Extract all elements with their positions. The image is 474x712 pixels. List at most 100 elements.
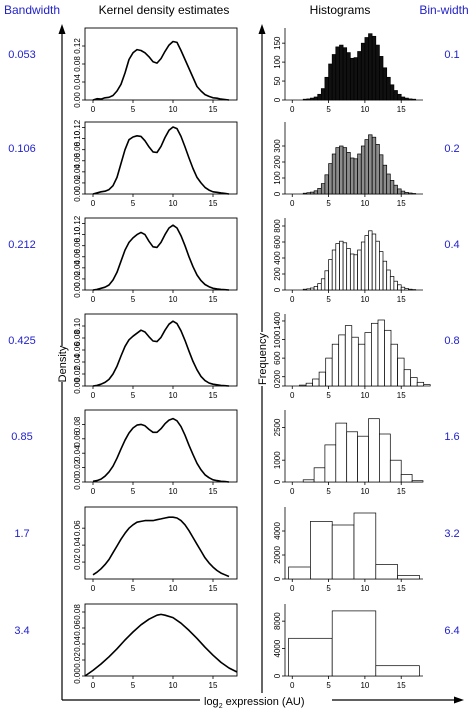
kde-panel-xtick-label: 0 [91,584,96,593]
binwidth-value: 0.8 [444,335,459,347]
histogram-panel-xtick-label: 5 [326,584,331,593]
histogram-panel-xtick-label: 10 [360,295,369,304]
kde-panel-xtick-label: 0 [91,199,96,208]
histogram-panel-ytick-label: 2500 [273,418,282,436]
histogram-bar [397,284,402,291]
histogram-bar [379,154,384,195]
kde-panel-xtick-label: 15 [209,295,218,304]
histogram-bar [408,192,413,195]
histogram-bar [339,240,344,291]
kde-panel-xtick-label: 5 [131,105,136,114]
histogram-bar [324,270,329,291]
histogram-bar [411,480,424,483]
histogram-bar [342,242,348,291]
kde-curve [92,320,230,387]
kde-panel-ytick-label: 0.04 [73,260,82,276]
histogram-bar [288,566,311,580]
kde-curve [84,613,238,677]
kde-header: Kernel density estimates [99,3,230,17]
bandwidth-value: 0.053 [8,49,36,61]
kde-panel-ytick-label: 0.02 [73,652,82,668]
histogram-panel-xtick-label: 15 [397,295,406,304]
kde-panel-ytick-label: 0.00 [73,474,82,490]
histogram-panel-ytick-label: 4000 [273,522,282,540]
histogram-bar [360,42,366,101]
histogram-bar [375,564,398,580]
histogram-bar [324,76,329,101]
histogram-panel-ytick-label: 600 [273,351,282,365]
histogram-bar [389,459,402,483]
histogram-bar [357,153,362,195]
histogram-bar [325,357,333,387]
kde-panel-frame [84,603,238,677]
histogram-bar [335,46,340,101]
histogram-bar [400,190,406,195]
kde-panel-ytick-label: 0.12 [73,38,82,54]
histogram-bar [411,98,417,101]
bandwidth-value: 0.212 [8,239,36,251]
histogram-panel-7: 0 5 10 15 0 4000 8000 [273,604,423,690]
bandwidth-value: 3.4 [14,625,29,637]
kde-panel-ytick-label: 0.04 [73,636,82,652]
kde-panel-ytick-label: 0.04 [73,445,82,461]
kde-panel-ytick-label: 0.06 [73,430,82,446]
kde-panel-xtick-label: 10 [169,105,178,114]
histogram-bar [339,44,344,101]
histogram-bar [360,145,366,195]
kde-panel-3: 0 5 10 15 0.000.020.040.060.080.100.12 [73,215,238,304]
density-axis-title: Density [57,345,69,382]
x-axis-title: log2 expression (AU) [204,696,305,710]
kde-panel-ytick-label: 0.12 [73,215,82,231]
histogram-bar [350,253,355,291]
bandwidth-value: 0.106 [8,143,36,155]
histogram-bar [382,164,388,195]
kde-panel-ytick-label: 0.04 [73,537,82,553]
histogram-bar [404,288,409,291]
histogram-panel-ytick-label: 400 [273,251,282,265]
histogram-bar [384,329,392,387]
histogram-panel-ytick-label: 0 [273,673,282,678]
bandwidth-value: 1.7 [14,528,29,540]
histogram-panel-ytick-label: 1400 [273,312,282,330]
histogram-panel-5: 0 5 10 15 0 1000 2500 [273,410,424,496]
histogram-bar [360,241,366,291]
histogram-bar [324,444,337,483]
kde-panel-xtick-label: 10 [169,584,178,593]
histogram-panel-xtick-label: 15 [397,584,406,593]
histogram-bar [310,97,315,101]
histogram-bar [328,63,333,101]
kde-panel-ytick-label: 0.06 [73,152,82,168]
kde-panel-xtick-label: 10 [169,681,178,690]
histogram-bar [397,188,402,195]
histogram-panel-ytick-label: 0 [273,191,282,196]
kde-panel-ytick-label: 0.10 [73,130,82,146]
histogram-bar [400,286,406,291]
histogram-bar [320,88,326,101]
histogram-panel-xtick-label: 10 [360,391,369,400]
histogram-bar [403,369,411,387]
histogram-bar [389,276,395,291]
histogram-panel-xtick-label: 5 [326,681,331,690]
kde-panel-xtick-label: 10 [169,391,178,400]
histogram-bar [335,147,340,195]
histogram-bar [302,192,308,195]
histogram-panel-ytick-label: 0 [273,287,282,292]
kde-panel-xtick-label: 0 [91,681,96,690]
histogram-bar [397,575,420,580]
histogram-bar [328,259,333,291]
histogram-bar [313,96,319,101]
histogram-bar [368,230,373,291]
histogram-panel-xtick-label: 0 [290,105,295,114]
histogram-panel-ytick-label: 1000 [273,330,282,348]
histogram-panel-xtick-label: 10 [360,199,369,208]
histogram-bar [302,98,308,101]
histogram-bar [410,377,418,387]
kde-panel-ytick-label: 0.02 [73,366,82,382]
histogram-panel-ytick-label: 0 [273,576,282,581]
histogram-bar [350,157,355,195]
histogram-bar [317,188,322,195]
histogram-panel-xtick-label: 15 [397,681,406,690]
histogram-panel-ytick-label: 800 [273,219,282,233]
x-label-bg [200,693,332,709]
